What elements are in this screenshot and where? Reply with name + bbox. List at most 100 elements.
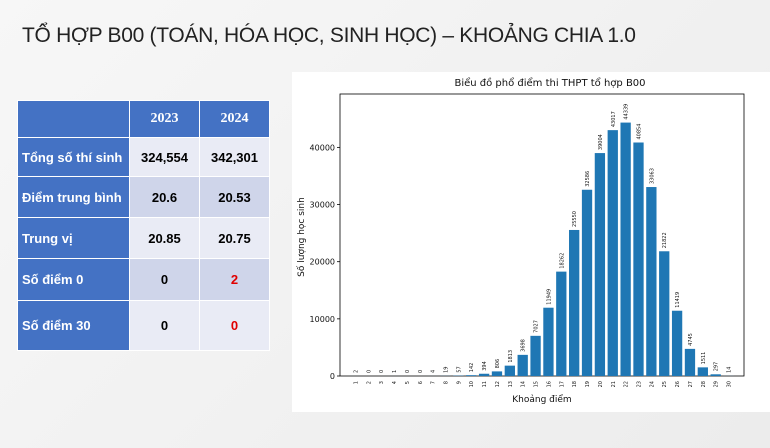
x-tick-label: 4 bbox=[392, 381, 398, 384]
bar bbox=[646, 187, 657, 376]
row-label: Số điểm 30 bbox=[17, 300, 130, 351]
x-tick-label: 25 bbox=[662, 381, 668, 387]
value-label: 11419 bbox=[675, 292, 681, 308]
value-label: 40854 bbox=[636, 124, 642, 140]
value-label: 32586 bbox=[585, 171, 591, 187]
value-label: 0 bbox=[405, 370, 411, 373]
cell: 0 bbox=[129, 300, 200, 351]
row-label: Trung vị bbox=[17, 217, 130, 259]
value-label: 33063 bbox=[649, 168, 655, 184]
value-label: 142 bbox=[469, 363, 475, 373]
bar bbox=[569, 229, 580, 376]
x-axis-label: Khoảng điểm bbox=[512, 394, 571, 405]
x-tick-label: 29 bbox=[714, 381, 720, 387]
bar bbox=[491, 371, 503, 376]
cell: 20.53 bbox=[199, 176, 270, 218]
value-label: 14 bbox=[727, 367, 733, 373]
value-label: 39004 bbox=[598, 134, 604, 150]
value-label: 11949 bbox=[546, 289, 552, 305]
value-label: 44339 bbox=[624, 104, 630, 120]
bar bbox=[697, 367, 708, 376]
x-tick-label: 26 bbox=[675, 381, 681, 387]
bar bbox=[633, 142, 644, 376]
y-tick-label: 30000 bbox=[310, 201, 335, 210]
x-tick-label: 15 bbox=[534, 381, 540, 387]
x-tick-label: 5 bbox=[405, 381, 411, 384]
bar bbox=[659, 251, 670, 376]
slide-title: TỔ HỢP B00 (TOÁN, HÓA HỌC, SINH HỌC) – K… bbox=[22, 24, 636, 47]
x-tick-label: 11 bbox=[482, 381, 488, 387]
value-label: 3698 bbox=[521, 339, 527, 352]
plot-frame bbox=[339, 93, 745, 377]
x-tick-label: 13 bbox=[508, 381, 514, 387]
row-label: Tổng số thí sinh bbox=[17, 137, 130, 177]
x-tick-label: 2 bbox=[366, 381, 372, 384]
cell: 0 bbox=[199, 300, 270, 351]
bar bbox=[710, 374, 721, 376]
x-tick-label: 8 bbox=[444, 381, 450, 384]
x-tick-label: 18 bbox=[572, 381, 578, 387]
value-label: 1 bbox=[392, 370, 398, 373]
value-label: 0 bbox=[418, 370, 424, 373]
x-tick-label: 9 bbox=[456, 381, 462, 384]
x-tick-label: 22 bbox=[624, 381, 630, 387]
x-tick-label: 12 bbox=[495, 381, 501, 387]
bar bbox=[607, 130, 618, 376]
y-tick-label: 0 bbox=[330, 372, 335, 381]
bar bbox=[466, 375, 477, 376]
column-header: 2024 bbox=[199, 100, 270, 138]
chart-title: Biểu đồ phổ điểm thi THPT tổ hợp B00 bbox=[454, 76, 645, 89]
chart: Biểu đồ phổ điểm thi THPT tổ hợp B00 Kho… bbox=[292, 72, 770, 412]
x-tick-label: 21 bbox=[611, 381, 617, 387]
value-label: 0 bbox=[366, 370, 372, 373]
cell: 20.75 bbox=[199, 217, 270, 259]
corner-cell bbox=[17, 100, 130, 138]
value-label: 394 bbox=[482, 361, 488, 371]
y-tick-label: 10000 bbox=[310, 315, 335, 324]
x-tick-label: 3 bbox=[379, 381, 385, 384]
value-label: 21822 bbox=[662, 232, 668, 248]
x-tick-label: 7 bbox=[431, 381, 437, 384]
value-label: 1511 bbox=[701, 352, 707, 365]
x-tick-label: 20 bbox=[598, 381, 604, 387]
value-label: 4745 bbox=[688, 333, 694, 346]
x-tick-label: 30 bbox=[727, 381, 733, 387]
x-tick-label: 27 bbox=[688, 381, 694, 387]
y-tick-label: 20000 bbox=[310, 258, 335, 267]
cell: 0 bbox=[129, 258, 200, 301]
value-label: 43017 bbox=[611, 111, 617, 127]
bar bbox=[671, 310, 683, 376]
x-tick-label: 14 bbox=[521, 381, 527, 387]
bar bbox=[556, 271, 567, 376]
value-label: 18262 bbox=[559, 253, 565, 269]
y-axis-label: Số lượng học sinh bbox=[296, 197, 307, 277]
bar bbox=[517, 354, 528, 376]
stats-table: 2023 2024 Tổng số thí sinh 324,554 342,301 … bbox=[17, 100, 270, 351]
x-tick-label: 16 bbox=[546, 381, 552, 387]
x-tick-label: 28 bbox=[701, 381, 707, 387]
cell: 20.6 bbox=[129, 176, 200, 218]
x-tick-label: 10 bbox=[469, 381, 475, 387]
x-tick-label: 24 bbox=[649, 381, 655, 387]
cell: 2 bbox=[199, 258, 270, 301]
x-tick-label: 23 bbox=[636, 381, 642, 387]
value-label: 7027 bbox=[534, 320, 540, 333]
value-label: 4 bbox=[431, 370, 437, 373]
bar bbox=[684, 348, 696, 376]
bar bbox=[530, 335, 541, 376]
value-label: 57 bbox=[456, 366, 462, 372]
bar bbox=[478, 373, 490, 376]
x-tick-label: 17 bbox=[559, 381, 565, 387]
bar bbox=[581, 189, 593, 376]
value-label: 19 bbox=[444, 367, 450, 373]
bar bbox=[620, 122, 631, 376]
value-label: 1813 bbox=[508, 350, 514, 363]
row-label: Số điểm 0 bbox=[17, 258, 130, 301]
x-tick-label: 6 bbox=[418, 381, 424, 384]
cell: 342,301 bbox=[199, 137, 270, 177]
value-label: 297 bbox=[714, 362, 720, 372]
x-tick-label: 1 bbox=[353, 381, 359, 384]
bar bbox=[594, 153, 606, 376]
bar bbox=[504, 365, 515, 376]
